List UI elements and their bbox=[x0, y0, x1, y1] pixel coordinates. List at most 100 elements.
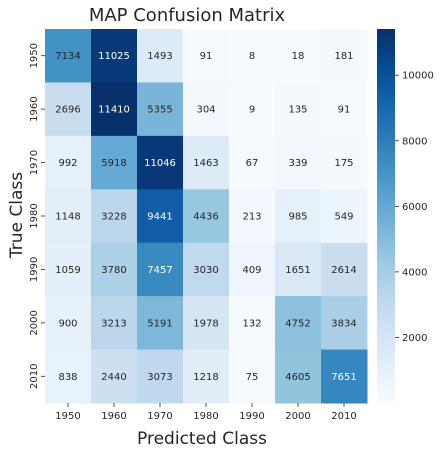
y-axis: 1950 1960 1970 1980 1990 2000 2010 bbox=[29, 43, 45, 389]
heatmap-cell bbox=[137, 296, 184, 351]
colorbar-tick-label: 4000 bbox=[402, 267, 427, 278]
heatmap-cell bbox=[321, 296, 368, 351]
cell-value-label: 549 bbox=[334, 212, 353, 223]
cell-value-label: 5191 bbox=[147, 318, 172, 329]
heatmap-cell bbox=[229, 135, 276, 190]
heatmap-cell bbox=[137, 349, 184, 404]
cell-value-label: 91 bbox=[200, 51, 213, 62]
cell-value-label: 75 bbox=[246, 372, 259, 383]
cell-value-label: 2440 bbox=[101, 372, 126, 383]
cell-value-label: 2696 bbox=[55, 105, 80, 116]
x-axis-label: Predicted Class bbox=[137, 429, 267, 449]
heatmap-cell bbox=[137, 29, 184, 83]
heatmap-cell bbox=[45, 135, 92, 190]
heatmap-cell bbox=[229, 82, 276, 137]
cell-value-label: 18 bbox=[292, 51, 305, 62]
cell-value-label: 67 bbox=[246, 158, 259, 169]
heatmap-cell bbox=[275, 296, 322, 351]
cell-value-label: 91 bbox=[338, 105, 351, 116]
heatmap-cell bbox=[183, 82, 230, 137]
heatmap-cell bbox=[137, 82, 184, 137]
heatmap-cell bbox=[91, 242, 138, 297]
heatmap-cell bbox=[91, 189, 138, 244]
heatmap-cell bbox=[183, 349, 230, 404]
x-tick-label: 1960 bbox=[101, 411, 126, 422]
y-axis-label: True Class bbox=[7, 172, 27, 259]
cell-value-label: 135 bbox=[288, 105, 307, 116]
cell-value-label: 1218 bbox=[193, 372, 218, 383]
heatmap-cell bbox=[45, 349, 92, 404]
colorbar-tick-label: 10000 bbox=[402, 71, 434, 82]
cell-value-label: 181 bbox=[334, 51, 353, 62]
cell-value-label: 11025 bbox=[98, 51, 130, 62]
heatmap-cell bbox=[321, 349, 368, 404]
heatmap-cell bbox=[137, 135, 184, 190]
cell-value-label: 1148 bbox=[55, 212, 80, 223]
y-tick-label: 1960 bbox=[29, 96, 40, 121]
heatmap-cell bbox=[321, 189, 368, 244]
cell-value-label: 7457 bbox=[147, 265, 172, 276]
heatmap-cell bbox=[275, 82, 322, 137]
cell-value-label: 409 bbox=[242, 265, 261, 276]
heatmap-cell bbox=[91, 82, 138, 137]
heatmap-cell bbox=[183, 296, 230, 351]
y-tick-label: 2000 bbox=[29, 310, 40, 335]
x-tick-label: 2010 bbox=[331, 411, 356, 422]
colorbar bbox=[377, 29, 395, 403]
cell-value-label: 3213 bbox=[101, 318, 126, 329]
cell-value-label: 1463 bbox=[193, 158, 218, 169]
cell-value-label: 985 bbox=[288, 212, 307, 223]
colorbar-ticks: 2000 4000 6000 8000 10000 bbox=[395, 71, 434, 344]
cell-value-label: 1493 bbox=[147, 51, 172, 62]
heatmap-cell bbox=[45, 82, 92, 137]
colorbar-tick-label: 8000 bbox=[402, 136, 427, 147]
heatmap-cell bbox=[183, 242, 230, 297]
heatmap-cell bbox=[275, 189, 322, 244]
cell-value-label: 11410 bbox=[98, 105, 130, 116]
cell-value-label: 4436 bbox=[193, 212, 218, 223]
heatmap-cell bbox=[45, 296, 92, 351]
heatmap-cell bbox=[183, 189, 230, 244]
cell-value-label: 9 bbox=[249, 105, 255, 116]
x-tick-label: 1970 bbox=[147, 411, 172, 422]
cell-value-label: 1059 bbox=[55, 265, 80, 276]
cell-value-label: 5355 bbox=[147, 105, 172, 116]
heatmap-cell bbox=[275, 29, 322, 83]
cell-value-label: 3073 bbox=[147, 372, 172, 383]
cell-value-label: 4752 bbox=[285, 318, 310, 329]
cell-value-label: 8 bbox=[249, 51, 255, 62]
heatmap-cell bbox=[137, 189, 184, 244]
heatmap-cell bbox=[275, 242, 322, 297]
heatmap-cell bbox=[229, 29, 276, 83]
cell-value-label: 992 bbox=[58, 158, 77, 169]
y-tick-label: 1950 bbox=[29, 43, 40, 68]
heatmap-cell bbox=[91, 135, 138, 190]
heatmap-cell bbox=[229, 349, 276, 404]
y-tick-label: 2010 bbox=[29, 364, 40, 389]
heatmap-cell bbox=[45, 242, 92, 297]
heatmap-cell bbox=[321, 29, 368, 83]
heatmap-cell bbox=[45, 29, 92, 83]
cell-value-label: 175 bbox=[334, 158, 353, 169]
cell-value-label: 7651 bbox=[331, 372, 356, 383]
y-tick-label: 1980 bbox=[29, 203, 40, 228]
cell-value-label: 9441 bbox=[147, 212, 172, 223]
heatmap-cell bbox=[229, 242, 276, 297]
cell-value-label: 339 bbox=[288, 158, 307, 169]
heatmap-cell bbox=[275, 135, 322, 190]
heatmap-cell bbox=[229, 296, 276, 351]
cell-value-label: 304 bbox=[196, 105, 215, 116]
cell-value-label: 1978 bbox=[193, 318, 218, 329]
heatmap-cell bbox=[45, 189, 92, 244]
cell-value-label: 3228 bbox=[101, 212, 126, 223]
cell-value-label: 213 bbox=[242, 212, 261, 223]
heatmap-cell bbox=[91, 349, 138, 404]
heatmap-cell bbox=[321, 242, 368, 297]
cell-value-label: 11046 bbox=[144, 158, 176, 169]
heatmap-cell bbox=[91, 29, 138, 83]
cell-value-label: 2614 bbox=[331, 265, 356, 276]
heatmap-cell bbox=[229, 189, 276, 244]
cell-value-label: 3780 bbox=[101, 265, 126, 276]
